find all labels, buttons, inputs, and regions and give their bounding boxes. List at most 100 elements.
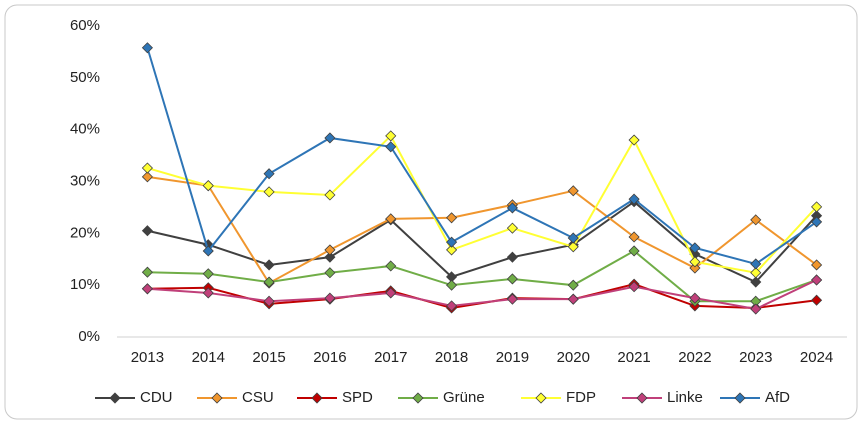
y-tick-label: 60% (70, 17, 100, 34)
point-marker (506, 293, 518, 305)
point-marker (141, 266, 153, 278)
point-marker (324, 189, 336, 201)
point-marker (567, 279, 579, 291)
x-tick-label: 2015 (252, 349, 285, 366)
legend-marker (535, 392, 547, 404)
legend-label: Linke (667, 389, 703, 406)
legend-label: FDP (566, 389, 596, 406)
series-line (147, 249, 817, 303)
legend-label: SPD (342, 389, 373, 406)
y-tick-label: 0% (78, 328, 100, 345)
legend-marker (412, 392, 424, 404)
point-marker (811, 274, 823, 286)
point-marker (141, 42, 153, 54)
y-tick-label: 40% (70, 121, 100, 138)
point-marker (567, 232, 579, 244)
series-line (147, 279, 818, 311)
point-marker (506, 273, 518, 285)
point-marker (385, 130, 397, 142)
point-marker (506, 222, 518, 234)
point-marker (446, 212, 458, 224)
point-marker (446, 236, 458, 248)
point-marker (689, 292, 701, 304)
point-marker (689, 262, 701, 274)
point-marker (628, 245, 640, 257)
point-marker (141, 162, 153, 174)
legend-label: Grüne (443, 389, 485, 406)
point-marker (202, 287, 214, 299)
point-marker (628, 281, 640, 293)
legend-label: CDU (140, 389, 173, 406)
point-marker (567, 241, 579, 253)
point-marker (750, 258, 762, 270)
point-marker (750, 267, 762, 279)
point-marker (385, 287, 397, 299)
point-marker (750, 303, 762, 315)
x-tick-label: 2020 (557, 349, 590, 366)
point-marker (689, 242, 701, 254)
point-marker (567, 293, 579, 305)
y-tick-label: 30% (70, 172, 100, 189)
x-tick-label: 2017 (374, 349, 407, 366)
x-tick-label: 2021 (617, 349, 650, 366)
y-tick-label: 10% (70, 276, 100, 293)
point-marker (446, 279, 458, 291)
point-marker (750, 276, 762, 288)
x-tick-label: 2023 (739, 349, 772, 366)
point-marker (628, 134, 640, 146)
legend-marker (109, 392, 121, 404)
point-marker (811, 201, 823, 213)
point-marker (385, 260, 397, 272)
point-marker (263, 186, 275, 198)
point-marker (567, 185, 579, 197)
point-marker (202, 180, 214, 192)
legend-marker (636, 392, 648, 404)
x-tick-label: 2013 (131, 349, 164, 366)
point-marker (628, 231, 640, 243)
point-marker (385, 141, 397, 153)
point-marker (628, 193, 640, 205)
point-marker (811, 216, 823, 228)
point-marker (324, 132, 336, 144)
point-marker (506, 251, 518, 263)
x-tick-label: 2014 (192, 349, 225, 366)
point-marker (324, 292, 336, 304)
series-line (147, 200, 818, 284)
x-tick-label: 2016 (313, 349, 346, 366)
x-tick-label: 2022 (678, 349, 711, 366)
legend-marker (311, 392, 323, 404)
point-marker (811, 294, 823, 306)
point-marker (506, 202, 518, 214)
point-marker (202, 245, 214, 257)
series-line (147, 134, 818, 274)
y-tick-label: 20% (70, 224, 100, 241)
point-marker (446, 244, 458, 256)
point-marker (263, 276, 275, 288)
point-marker (811, 259, 823, 271)
point-marker (141, 283, 153, 295)
point-marker (141, 171, 153, 183)
x-tick-label: 2018 (435, 349, 468, 366)
legend-label: CSU (242, 389, 274, 406)
point-marker (324, 244, 336, 256)
point-marker (324, 267, 336, 279)
legend-label: AfD (765, 389, 790, 406)
point-marker (263, 259, 275, 271)
legend-marker (734, 392, 746, 404)
point-marker (263, 168, 275, 180)
point-marker (689, 256, 701, 268)
point-marker (324, 251, 336, 263)
y-tick-label: 50% (70, 69, 100, 86)
series-line (146, 47, 818, 265)
point-marker (446, 300, 458, 312)
point-marker (263, 295, 275, 307)
x-tick-label: 2024 (800, 349, 833, 366)
x-tick-label: 2019 (496, 349, 529, 366)
legend-marker (211, 392, 223, 404)
point-marker (202, 268, 214, 280)
point-marker (141, 225, 153, 237)
point-marker (385, 213, 397, 225)
point-marker (750, 214, 762, 226)
series-line (147, 175, 818, 285)
